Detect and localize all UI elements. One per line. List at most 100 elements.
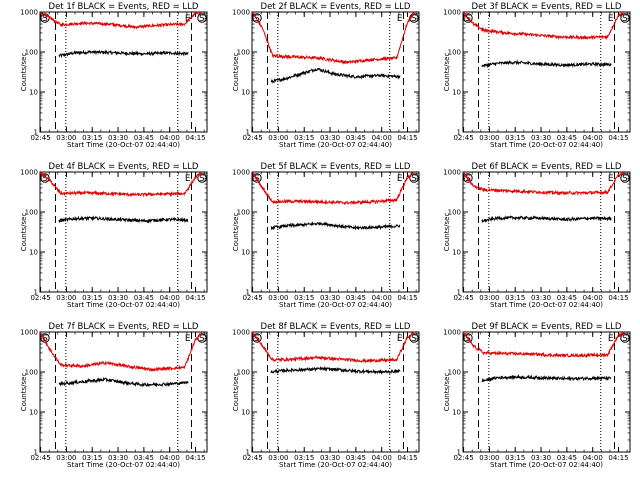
- plot-frame: [39, 171, 208, 293]
- x-axis-label: Start Time (20-Oct-07 02:44:40): [490, 301, 603, 309]
- x-tick-label: 03:15: [505, 454, 525, 462]
- plot-frame: [251, 171, 420, 293]
- x-tick-label: 03:30: [320, 134, 340, 142]
- y-axis-label: Counts/sec: [443, 53, 451, 92]
- y-tick-label: 10: [452, 249, 461, 257]
- y-tick-label: 10: [29, 89, 38, 97]
- y-tick-label: 1000: [232, 9, 250, 17]
- y-tick-label: 100: [25, 369, 38, 377]
- x-tick-label: 03:30: [108, 134, 128, 142]
- x-tick-label: 04:00: [372, 134, 392, 142]
- x-tick-label: 03:15: [505, 294, 525, 302]
- x-axis-label: Start Time (20-Oct-07 02:44:40): [67, 461, 180, 469]
- x-tick-label: 03:30: [320, 454, 340, 462]
- x-tick-label: 04:00: [160, 294, 180, 302]
- x-tick-label: 04:00: [372, 294, 392, 302]
- end-circle-label: S: [411, 334, 417, 344]
- y-axis-label: Counts/sec: [232, 53, 240, 92]
- start-circle-marker: [40, 173, 50, 183]
- chart-panel-1: Det 1f BLACK = Events, RED = LLD 1 10 100 10…: [20, 2, 208, 149]
- y-tick-label: 1000: [443, 169, 461, 177]
- y-tick-label: 1: [246, 129, 250, 137]
- events-series-line: [270, 67, 401, 85]
- x-tick-label: 03:45: [557, 294, 577, 302]
- x-tick-label: 02:45: [30, 454, 50, 462]
- x-axis-label: Start Time (20-Oct-07 02:44:40): [67, 141, 180, 149]
- x-tick-label: 03:00: [479, 454, 499, 462]
- y-axis-label: Counts/sec: [20, 213, 28, 252]
- end-circle-marker: [620, 173, 630, 183]
- end-marker-label: E: [608, 174, 614, 184]
- start-circle-marker: [252, 333, 262, 343]
- x-tick-label: 03:45: [557, 134, 577, 142]
- x-tick-label: 04:00: [160, 134, 180, 142]
- lld-series-line: [463, 332, 626, 359]
- chart-panel-8: Det 8f BLACK = Events, RED = LLD 1 10 100 10…: [232, 322, 420, 469]
- x-tick-label: 03:30: [108, 454, 128, 462]
- y-tick-label: 10: [452, 89, 461, 97]
- lld-series-line: [40, 172, 202, 198]
- chart-panel-2: Det 2f BLACK = Events, RED = LLD 1 10 100 10…: [232, 2, 420, 149]
- x-tick-label: 02:45: [453, 294, 473, 302]
- x-tick-label: 04:15: [185, 134, 205, 142]
- plot-frame: [462, 331, 631, 453]
- chart-title: Det 1f BLACK = Events, RED = LLD: [49, 2, 199, 12]
- y-tick-label: 1: [34, 449, 38, 457]
- x-tick-label: 02:45: [242, 294, 262, 302]
- chart-title: Det 8f BLACK = Events, RED = LLD: [261, 322, 411, 332]
- chart-panel-3: Det 3f BLACK = Events, RED = LLD 1 10 100 10…: [443, 2, 631, 149]
- x-tick-label: 03:00: [56, 294, 76, 302]
- y-tick-label: 1: [34, 129, 38, 137]
- x-tick-label: 03:15: [82, 294, 102, 302]
- x-tick-label: 04:00: [583, 134, 603, 142]
- y-tick-label: 1000: [20, 329, 38, 337]
- y-tick-label: 10: [452, 409, 461, 417]
- y-tick-label: 10: [29, 249, 38, 257]
- y-tick-label: 1: [246, 449, 250, 457]
- y-tick-label: 100: [448, 369, 461, 377]
- y-tick-label: 1000: [20, 169, 38, 177]
- x-tick-label: 03:45: [134, 454, 154, 462]
- end-circle-marker: [197, 173, 207, 183]
- x-tick-label: 03:15: [294, 294, 314, 302]
- plot-frame: [462, 171, 631, 293]
- end-marker-label: E: [397, 174, 403, 184]
- x-tick-label: 04:00: [372, 454, 392, 462]
- lld-series-line: [252, 332, 414, 364]
- x-tick-label: 03:00: [479, 294, 499, 302]
- chart-panel-9: Det 9f BLACK = Events, RED = LLD 1 10 100 10…: [443, 322, 631, 469]
- x-tick-label: 02:45: [30, 134, 50, 142]
- end-marker-label: E: [397, 14, 403, 24]
- events-series-line: [270, 365, 401, 376]
- events-series-line: [481, 373, 612, 383]
- y-tick-label: 1000: [443, 329, 461, 337]
- x-axis-label: Start Time (20-Oct-07 02:44:40): [490, 141, 603, 149]
- end-marker-label: E: [185, 174, 191, 184]
- x-tick-label: 03:00: [268, 294, 288, 302]
- x-tick-label: 03:45: [134, 134, 154, 142]
- y-tick-label: 1: [457, 289, 461, 297]
- chart-title: Det 9f BLACK = Events, RED = LLD: [472, 322, 622, 332]
- start-marker-label: S: [42, 14, 48, 24]
- x-tick-label: 03:45: [557, 454, 577, 462]
- y-tick-label: 1000: [232, 169, 250, 177]
- lld-series-line: [40, 332, 203, 373]
- y-axis-label: Counts/sec: [232, 373, 240, 412]
- x-tick-label: 03:00: [268, 454, 288, 462]
- chart-title: Det 5f BLACK = Events, RED = LLD: [261, 162, 411, 172]
- chart-title: Det 2f BLACK = Events, RED = LLD: [261, 2, 411, 12]
- x-tick-label: 03:30: [531, 454, 551, 462]
- plot-frame: [462, 11, 631, 133]
- end-circle-label: S: [411, 174, 417, 184]
- x-tick-label: 04:15: [185, 294, 205, 302]
- x-axis-label: Start Time (20-Oct-07 02:44:40): [490, 461, 603, 469]
- y-tick-label: 1: [246, 289, 250, 297]
- end-circle-marker: [620, 13, 630, 23]
- chart-panel-6: Det 6f BLACK = Events, RED = LLD 1 10 100 10…: [443, 162, 631, 309]
- x-tick-label: 04:15: [608, 294, 628, 302]
- plot-frame: [39, 331, 208, 453]
- end-circle-label: S: [411, 14, 417, 24]
- end-marker-label: E: [185, 14, 191, 24]
- events-series-line: [58, 49, 189, 59]
- start-marker-label: S: [42, 174, 48, 184]
